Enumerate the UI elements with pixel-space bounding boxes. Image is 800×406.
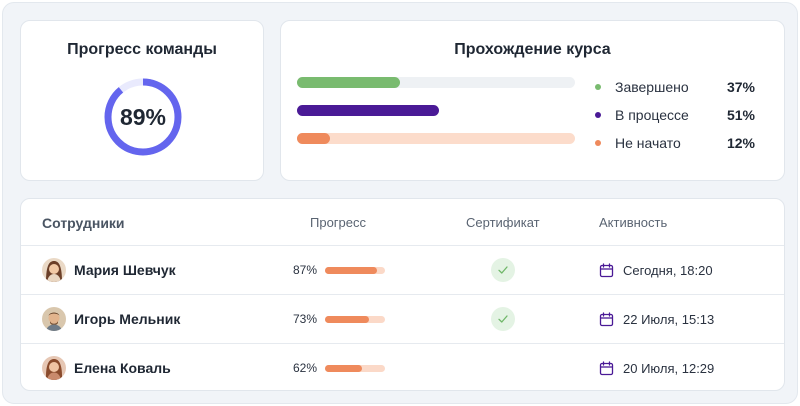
- legend-label: В процессе: [615, 107, 689, 123]
- employee-name: Мария Шевчук: [74, 262, 176, 278]
- woman-avatar: [42, 356, 66, 380]
- completed-bar: [297, 77, 575, 88]
- legend-dot: [595, 112, 601, 118]
- table-row[interactable]: Елена Коваль 62% 20 Июля, 12:29: [21, 343, 784, 390]
- legend-not-started: Не начато 12%: [595, 133, 755, 153]
- course-progress-card: Прохождение курса Завершено 37% В процес…: [280, 20, 785, 181]
- team-progress-card: Прогресс команды 89%: [20, 20, 264, 181]
- calendar-icon: [599, 263, 614, 278]
- employee-activity: 22 Июля, 15:13: [623, 312, 715, 327]
- legend-value: 12%: [726, 135, 755, 151]
- certificate-check-icon: [491, 258, 515, 282]
- certificate-check-icon: [491, 307, 515, 331]
- calendar-icon: [599, 312, 614, 327]
- employee-progress-bar: [325, 365, 385, 372]
- employee-progress-value: 62%: [293, 361, 318, 375]
- header-employees[interactable]: Сотрудники: [42, 215, 125, 231]
- employee-progress-value: 87%: [293, 263, 318, 277]
- legend-label: Не начато: [615, 135, 681, 151]
- employees-table: Сотрудники Прогресс Сертификат Активност…: [20, 198, 785, 391]
- table-row[interactable]: Мария Шевчук 87% Сегодня, 18:20: [21, 245, 784, 294]
- course-progress-title: Прохождение курса: [454, 41, 611, 58]
- legend-dot: [595, 140, 601, 146]
- employee-progress-fill: [325, 316, 369, 323]
- employee-progress-value: 73%: [293, 312, 318, 326]
- in-progress-bar: [297, 105, 575, 116]
- employee-progress-fill: [325, 267, 378, 274]
- employee-activity: 20 Июля, 12:29: [623, 361, 715, 376]
- legend-label: Завершено: [615, 79, 689, 95]
- header-certificate[interactable]: Сертификат: [466, 215, 540, 230]
- completed-bar-fill: [297, 77, 400, 88]
- legend-value: 37%: [726, 79, 755, 95]
- not-started-bar: [297, 133, 575, 144]
- employee-name: Елена Коваль: [74, 360, 171, 376]
- team-progress-ring: [104, 78, 182, 156]
- legend-completed: Завершено 37%: [595, 77, 755, 97]
- employee-progress-fill: [325, 365, 363, 372]
- employee-name: Игорь Мельник: [74, 311, 181, 327]
- in-progress-bar-fill: [297, 105, 439, 116]
- employee-activity: Сегодня, 18:20: [623, 263, 713, 278]
- man-avatar: [42, 307, 66, 331]
- team-progress-value: 89%: [119, 103, 167, 130]
- table-row[interactable]: Игорь Мельник 73% 22 Июля, 15:13: [21, 294, 784, 343]
- legend-dot: [595, 84, 601, 90]
- employee-progress-bar: [325, 316, 385, 323]
- legend-in-progress: В процессе 51%: [595, 105, 755, 125]
- legend-value: 51%: [726, 107, 755, 123]
- employee-progress-bar: [325, 267, 385, 274]
- header-progress[interactable]: Прогресс: [310, 215, 367, 230]
- woman-avatar: [42, 258, 66, 282]
- not-started-bar-fill: [297, 133, 331, 144]
- header-activity[interactable]: Активность: [599, 215, 668, 230]
- calendar-icon: [599, 361, 614, 376]
- team-progress-title: Прогресс команды: [67, 41, 217, 58]
